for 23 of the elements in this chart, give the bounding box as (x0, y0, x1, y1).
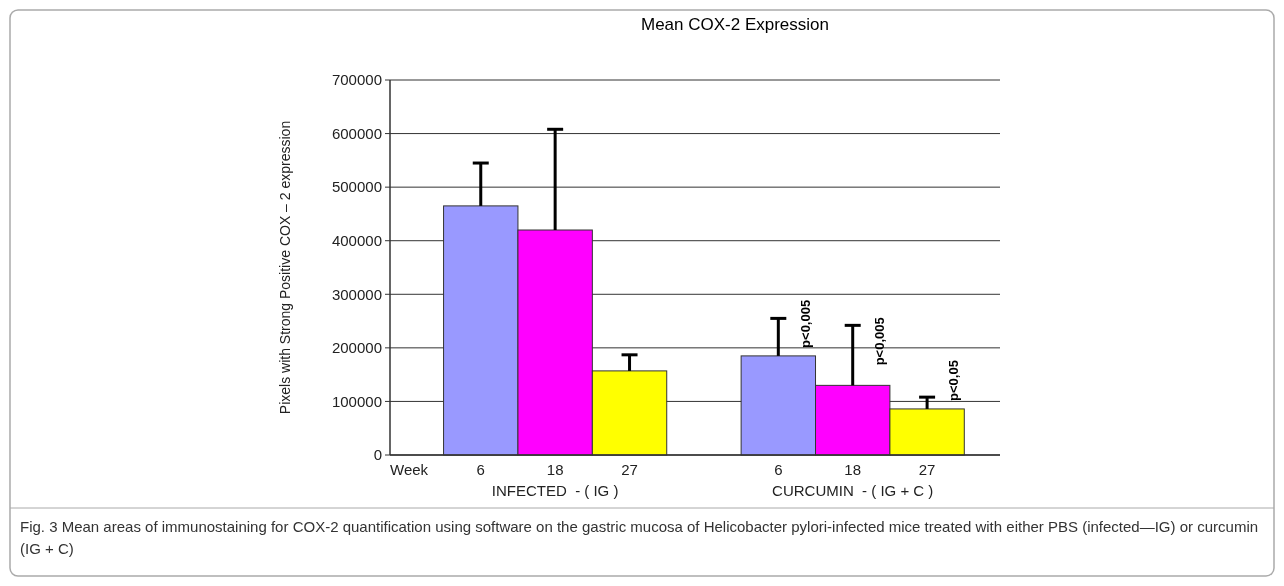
x-tick-label: 6 (774, 461, 783, 478)
annotation: p<0,05 (946, 360, 962, 401)
x-tick-label: 18 (844, 461, 862, 478)
y-tick-label: 300000 (331, 285, 382, 303)
x-tick-label: 27 (918, 461, 936, 478)
y-tick-label: 400000 (331, 231, 382, 249)
caption: Fig. 3 Mean areas of immunostaining for COX-2 quantification using software on the gastric mucosa of Helicobacter pylori-infected mice treated with either PBS (infected—IG) or curcumin (IG + C) (20, 517, 1260, 559)
x-tick-label: 27 (621, 461, 638, 478)
annotation: p<0,005 (797, 299, 813, 348)
chart-title: Mean COX-2 Expression (640, 15, 830, 34)
y-axis-title: Pixels with Strong Positive COX – 2 expression (277, 120, 293, 415)
text: CURCUMIN - ( IG + C ) (772, 482, 934, 499)
x-tick-label: 6 (476, 461, 485, 478)
y-tick-label: 500000 (331, 178, 382, 196)
y-tick-label: 0 (373, 446, 382, 464)
y-tick-label: 600000 (331, 124, 382, 142)
y-tick-label: 200000 (331, 339, 382, 357)
text: INFECTED - ( IG ) (491, 482, 619, 499)
annotation: p<0,005 (871, 317, 887, 366)
text: Week (390, 461, 429, 478)
y-tick-label: 700000 (331, 71, 382, 89)
x-tick-label: 18 (546, 461, 564, 478)
y-tick-label: 100000 (331, 392, 382, 410)
